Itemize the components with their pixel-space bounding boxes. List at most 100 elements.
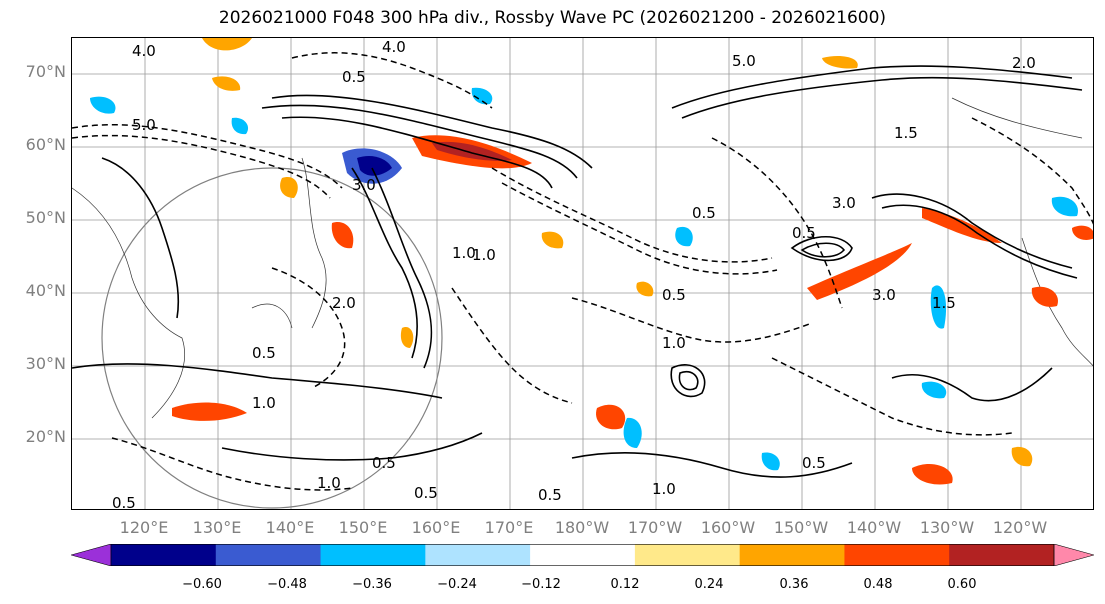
contour-label: 2.0	[332, 294, 356, 312]
lon-label-130e: 130°E	[192, 518, 242, 537]
colorbar-segment	[844, 544, 950, 566]
patch-light-neg	[921, 381, 947, 399]
contour-label: 5.0	[732, 52, 756, 70]
contour-label: 0.5	[792, 224, 816, 242]
patch-light-neg	[675, 226, 693, 247]
lon-label-140w: 140°W	[846, 518, 902, 537]
colorbar-tick: 0.48	[863, 577, 893, 592]
colorbar-tick: −0.12	[521, 577, 561, 592]
lon-label-150e: 150°E	[338, 518, 388, 537]
contour-label: 0.5	[662, 286, 686, 304]
colorbar-tick: −0.48	[267, 577, 307, 592]
contour-label: 0.5	[414, 484, 438, 502]
contour-label: 4.0	[132, 42, 156, 60]
lon-label-140e: 140°E	[265, 518, 315, 537]
patch-positive	[1072, 225, 1093, 240]
colorbar-segments	[71, 544, 1094, 566]
patch-positive	[807, 243, 912, 300]
patch-positive	[172, 402, 247, 421]
lat-label-30n: 30°N	[25, 354, 66, 373]
colorbar-segment	[634, 544, 741, 566]
contour-label: 1.5	[894, 124, 918, 142]
contour-label: 1.0	[452, 244, 476, 262]
patch-moderate-pos	[1011, 446, 1033, 467]
contour-label: 3.0	[352, 176, 376, 194]
map-title: 2026021000 F048 300 hPa div., Rossby Wav…	[218, 8, 887, 28]
lon-label-170e: 170°E	[484, 518, 534, 537]
patch-moderate-pos	[636, 281, 654, 297]
lon-label-160e: 160°E	[411, 518, 461, 537]
patch-light-neg	[471, 87, 493, 105]
contours-dashed	[72, 52, 1093, 491]
patch-positive	[596, 404, 626, 430]
patch-moderate-pos	[202, 38, 252, 51]
colorbar-segment	[215, 544, 322, 566]
lon-label-180w: 180°W	[554, 518, 610, 537]
colorbar-segment	[425, 544, 531, 566]
colorbar-segment	[949, 544, 1055, 566]
patch-moderate-pos	[212, 76, 241, 91]
contour-label: 1.0	[472, 246, 496, 264]
map-panel: 5.0 4.0 0.5 1.0 2.0 3.0 1.5 0.5 1.0 0.5 …	[71, 37, 1094, 510]
colorbar-segment	[739, 544, 845, 566]
colorbar-outline	[110, 544, 1055, 566]
colorbar-segment	[111, 544, 217, 566]
patch-positive	[912, 463, 953, 485]
patch-light-neg	[231, 117, 249, 135]
lat-label-50n: 50°N	[25, 208, 66, 227]
patch-light-neg	[930, 285, 947, 329]
patch-light-neg	[90, 96, 116, 114]
lat-label-20n: 20°N	[25, 427, 66, 446]
colorbar-tick: −0.60	[182, 577, 222, 592]
patch-moderate-pos	[822, 56, 858, 69]
colorbar-tick: 0.24	[694, 577, 724, 592]
contour-labels: 5.0 4.0 0.5 1.0 2.0 3.0 1.5 0.5 1.0 0.5 …	[112, 38, 1036, 510]
patch-light-neg	[623, 417, 642, 448]
colorbar-tick: 0.36	[779, 577, 809, 592]
lon-label-150w: 150°W	[773, 518, 829, 537]
colorbar	[71, 544, 1094, 566]
lon-label-170w: 170°W	[627, 518, 683, 537]
colorbar-extend-high	[1053, 544, 1094, 566]
lat-label-60n: 60°N	[25, 135, 66, 154]
patch-positive	[331, 222, 354, 249]
contour-label: 1.0	[662, 334, 686, 352]
colorbar-tick: −0.36	[352, 577, 392, 592]
contour-label: 1.0	[252, 394, 276, 412]
contour-label: 1.5	[932, 294, 956, 312]
graticule	[72, 38, 1093, 509]
contour-label: 1.0	[317, 474, 341, 492]
contour-label: 0.5	[252, 344, 276, 362]
patch-moderate-pos	[541, 231, 564, 249]
patch-negative	[357, 156, 392, 176]
coastline	[72, 97, 1093, 419]
contour-label: 0.5	[112, 494, 136, 510]
contour-label: 0.5	[692, 204, 716, 222]
phase-circle	[101, 167, 443, 509]
colorbar-segment	[320, 544, 426, 566]
lon-label-120e: 120°E	[119, 518, 169, 537]
colorbar-extend-low	[71, 544, 112, 566]
map-canvas: 5.0 4.0 0.5 1.0 2.0 3.0 1.5 0.5 1.0 0.5 …	[72, 38, 1093, 510]
contour-label: 2.0	[1012, 54, 1036, 72]
contour-label: 0.5	[802, 454, 826, 472]
lon-label-160w: 160°W	[700, 518, 756, 537]
lat-label-40n: 40°N	[25, 281, 66, 300]
contour-label: 3.0	[832, 194, 856, 212]
contour-label: 5.0	[132, 116, 156, 134]
colorbar-tick: 0.60	[947, 577, 977, 592]
patch-light-neg	[1051, 196, 1078, 217]
colorbar-segment	[530, 544, 636, 566]
contour-label: 3.0	[872, 286, 896, 304]
colorbar-tick: 0.12	[610, 577, 640, 592]
contour-label: 4.0	[382, 38, 406, 56]
contour-label: 0.5	[538, 486, 562, 504]
lat-label-70n: 70°N	[25, 62, 66, 81]
patch-moderate-pos	[280, 177, 298, 198]
shaded-patches	[90, 38, 1093, 485]
contour-label: 0.5	[372, 454, 396, 472]
lon-label-130w: 130°W	[919, 518, 975, 537]
contour-label: 0.5	[342, 68, 366, 86]
patch-light-neg	[761, 452, 780, 471]
patch-positive	[922, 208, 1002, 243]
